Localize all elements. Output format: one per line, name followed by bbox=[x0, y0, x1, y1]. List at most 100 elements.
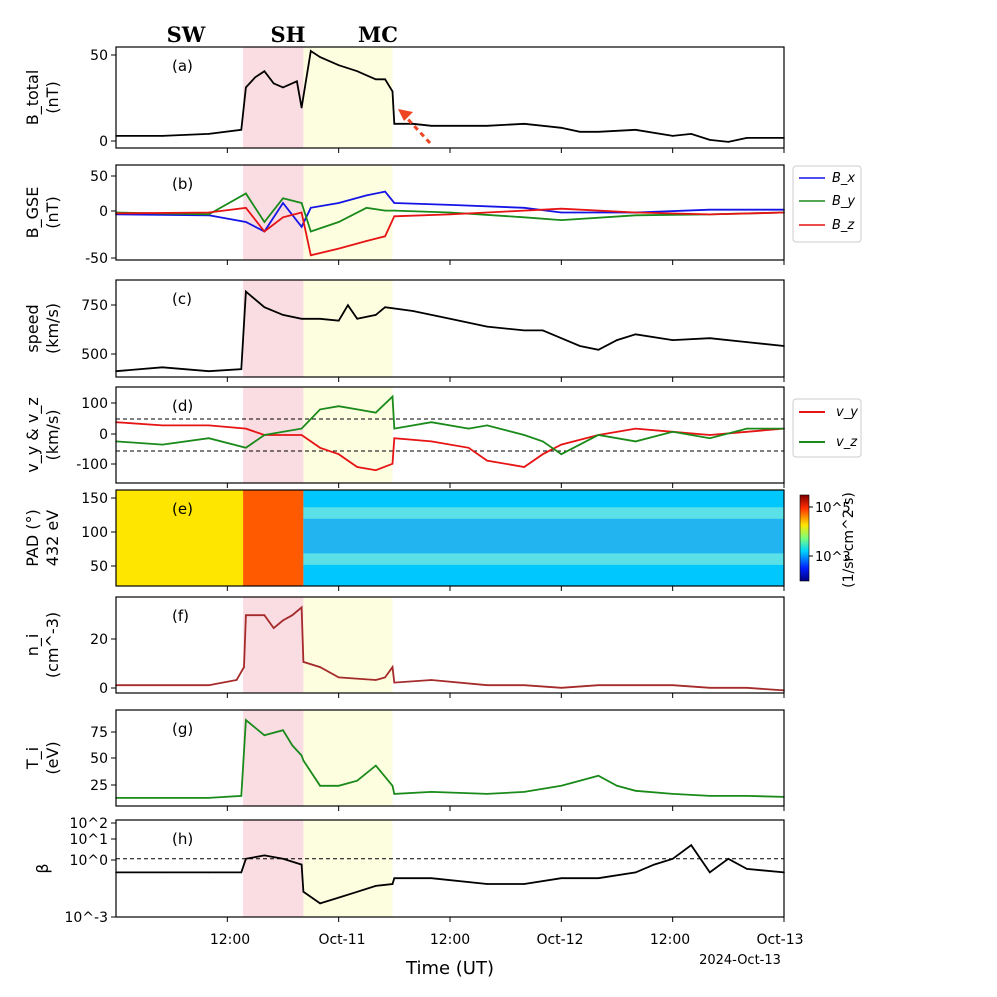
data-point bbox=[391, 785, 394, 787]
panel-label: (e) bbox=[172, 500, 193, 518]
data-point bbox=[337, 319, 340, 322]
data-point bbox=[272, 627, 275, 629]
legend-label-vy: v_y bbox=[836, 405, 858, 420]
y-axis-label: B_GSE bbox=[23, 187, 43, 239]
data-point bbox=[300, 754, 303, 757]
data-point bbox=[746, 341, 748, 343]
y-axis-label: v_y & v_z bbox=[23, 397, 43, 472]
data-point bbox=[300, 606, 303, 609]
data-point bbox=[384, 235, 386, 238]
panel-label: (b) bbox=[172, 175, 193, 193]
y-axis-label: β bbox=[33, 863, 52, 873]
data-point bbox=[300, 863, 303, 866]
data-point bbox=[579, 131, 581, 133]
data-point bbox=[709, 871, 711, 874]
data-point bbox=[523, 329, 525, 332]
data-point bbox=[208, 871, 210, 874]
series-line bbox=[116, 49, 784, 143]
data-point bbox=[709, 795, 711, 797]
sheath-shading bbox=[243, 165, 304, 260]
data-point bbox=[391, 90, 394, 93]
panel-frame bbox=[115, 596, 785, 694]
data-point bbox=[263, 614, 266, 616]
data-point bbox=[393, 877, 396, 879]
data-point bbox=[208, 437, 210, 440]
data-point bbox=[296, 80, 298, 83]
data-point bbox=[161, 424, 164, 427]
data-point bbox=[597, 349, 600, 351]
data-point bbox=[412, 310, 414, 312]
data-point bbox=[291, 614, 294, 616]
region-shading bbox=[243, 47, 393, 917]
data-point bbox=[337, 453, 340, 456]
data-point bbox=[337, 896, 340, 899]
data-point bbox=[365, 74, 368, 77]
y-tick-label: -50 bbox=[85, 251, 108, 267]
y-tick-label: 100 bbox=[81, 525, 108, 541]
series-line bbox=[116, 718, 785, 799]
data-point bbox=[384, 190, 386, 193]
data-point bbox=[245, 290, 247, 293]
data-point bbox=[375, 885, 377, 887]
data-point bbox=[263, 734, 266, 737]
data-point bbox=[634, 129, 637, 131]
data-point bbox=[319, 785, 321, 787]
legend-label-vz: v_z bbox=[836, 435, 858, 450]
x-tick-label: Oct-11 bbox=[318, 932, 365, 948]
data-point bbox=[560, 453, 563, 456]
data-point bbox=[486, 325, 488, 328]
data-point bbox=[430, 877, 433, 879]
data-point bbox=[560, 443, 563, 446]
data-point bbox=[449, 204, 451, 206]
panel-label: (f) bbox=[172, 607, 189, 625]
panel-8: 10^210^1 10^0 10^-3 (h) β bbox=[33, 816, 785, 926]
data-point bbox=[616, 785, 618, 787]
date-stamp: 2024-Oct-13 bbox=[699, 953, 781, 968]
legend-label-by: B_y bbox=[832, 194, 855, 209]
data-point bbox=[560, 877, 563, 879]
data-point bbox=[542, 453, 544, 456]
panel-4: 100 0 -100 (d) v_y & v_z (km/s) bbox=[23, 386, 785, 488]
data-point bbox=[384, 78, 386, 81]
data-point bbox=[597, 774, 600, 777]
data-point bbox=[245, 192, 247, 195]
data-point bbox=[161, 135, 164, 137]
data-point bbox=[634, 427, 637, 430]
series-line bbox=[116, 843, 785, 905]
data-point bbox=[356, 70, 359, 72]
data-point bbox=[300, 226, 303, 228]
data-point bbox=[746, 795, 748, 797]
data-point bbox=[709, 687, 711, 689]
data-point bbox=[430, 440, 433, 443]
data-point bbox=[356, 891, 359, 893]
data-point bbox=[391, 666, 394, 668]
data-point bbox=[393, 209, 396, 212]
data-point bbox=[542, 440, 544, 443]
data-point bbox=[375, 679, 377, 681]
y-tick-label: 750 bbox=[81, 298, 108, 314]
data-point bbox=[560, 337, 563, 340]
data-point bbox=[727, 141, 730, 143]
data-point bbox=[282, 729, 284, 731]
panel-label: (d) bbox=[172, 397, 193, 415]
data-point bbox=[300, 202, 303, 204]
data-point bbox=[634, 871, 637, 874]
series-line bbox=[115, 394, 784, 456]
data-point bbox=[671, 793, 674, 795]
y-tick-label: 150 bbox=[81, 491, 108, 507]
y-tick-label: 20 bbox=[90, 632, 108, 648]
data-point bbox=[671, 431, 674, 433]
data-point bbox=[245, 207, 247, 209]
data-point bbox=[310, 254, 312, 257]
data-point bbox=[300, 318, 303, 320]
data-point bbox=[393, 681, 396, 684]
data-point bbox=[356, 466, 359, 468]
data-point bbox=[671, 339, 674, 341]
data-point bbox=[291, 744, 294, 747]
y-axis-label: (km/s) bbox=[43, 303, 62, 354]
data-point bbox=[300, 434, 303, 436]
data-point bbox=[375, 764, 377, 767]
panel-3: 750 500 (c) speed (km/s) bbox=[23, 279, 785, 382]
y-tick-label: 50 bbox=[90, 48, 108, 64]
